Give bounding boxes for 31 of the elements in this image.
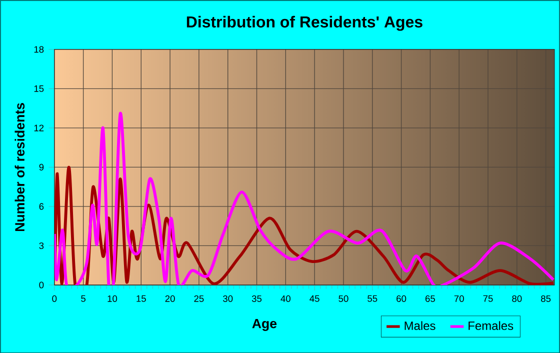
x-tick-label: 0	[52, 295, 57, 302]
x-tick-label: 85	[541, 295, 551, 302]
x-tick-label: 40	[280, 295, 290, 302]
x-tick-label: 75	[483, 295, 493, 302]
x-tick-label: 55	[368, 295, 378, 302]
x-axis-title: Age	[252, 318, 277, 331]
x-tick-label: 65	[426, 295, 435, 302]
y-tick-label: 12	[34, 124, 44, 132]
legend-label: Females	[468, 321, 514, 330]
x-tick-label: 70	[454, 295, 464, 302]
x-tick-label: 50	[338, 295, 348, 302]
x-tick-label: 80	[512, 295, 522, 302]
y-tick-label: 15	[34, 85, 44, 92]
x-tick-label: 5	[81, 295, 86, 302]
y-tick-label: 18	[34, 46, 44, 53]
x-tick-label: 15	[136, 295, 146, 302]
x-tick-label: 20	[165, 295, 175, 302]
x-tick-label: 25	[194, 295, 204, 302]
x-tick-label: 60	[396, 295, 406, 302]
y-tick-label: 6	[39, 203, 44, 210]
y-tick-label: 9	[39, 164, 44, 170]
x-tick-label: 10	[108, 295, 118, 302]
y-tick-label: 3	[39, 242, 44, 249]
chart-title: Distribution of Residents' Ages	[186, 16, 422, 31]
y-axis-title: Number of residents	[14, 102, 25, 231]
legend-label: Males	[404, 321, 436, 330]
x-tick-label: 45	[310, 295, 320, 302]
line-series	[54, 112, 554, 285]
x-tick-label: 30	[223, 295, 233, 302]
x-tick-label: 35	[252, 295, 262, 302]
y-tick-label: 0	[39, 282, 44, 288]
